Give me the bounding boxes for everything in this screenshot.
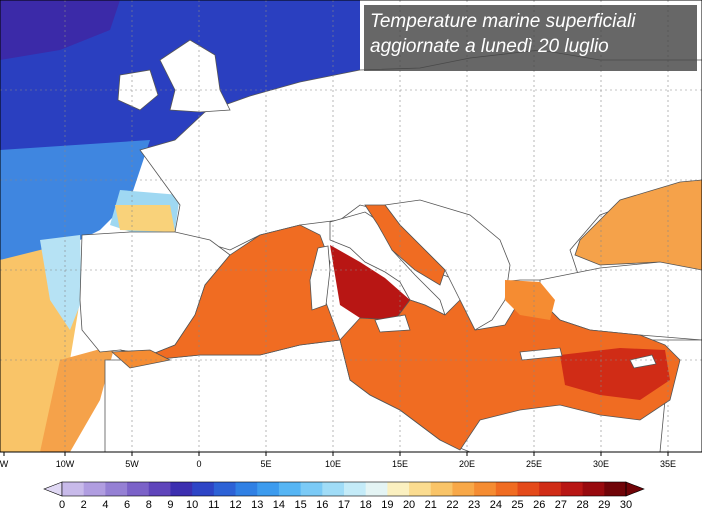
colorbar-label: 30: [620, 499, 632, 511]
biscay-warm: [115, 205, 175, 232]
colorbar-swatch: [495, 482, 518, 496]
longitude-label: 25E: [526, 459, 542, 469]
colorbar-label: 8: [146, 499, 152, 511]
colorbar-swatch: [604, 482, 627, 496]
colorbar-label: 25: [511, 499, 523, 511]
colorbar-label: 23: [468, 499, 480, 511]
title-box: Temperature marine superficiali aggiorna…: [364, 5, 697, 71]
great-britain-land: [159, 39, 231, 113]
longitude-label: 5E: [260, 459, 271, 469]
colorbar-swatch: [560, 482, 584, 496]
colorbar-swatch: [474, 482, 497, 496]
colorbar-label: 9: [167, 499, 173, 511]
longitude-label: 15E: [392, 459, 408, 469]
temperature-colorbar: 0 2 4 6 8 9 10 11 12 13 14 15 16 17 18 19 20 21 22 23 24 25 26…: [43, 481, 645, 511]
western-mediterranean: [119, 224, 341, 361]
colorbar-swatch: [62, 482, 85, 496]
longitude-label: 10W: [56, 459, 75, 469]
colorbar-label: 17: [338, 499, 350, 511]
colorbar-label: 2: [81, 499, 87, 511]
colorbar-label: 4: [102, 499, 108, 511]
colorbar-label: 26: [533, 499, 545, 511]
sicily: [374, 314, 411, 333]
colorbar-label: 13: [251, 499, 263, 511]
central-mediterranean: [339, 299, 681, 451]
colorbar-swatch: [235, 482, 258, 496]
colorbar-label: 15: [294, 499, 306, 511]
colorbar-label: 24: [490, 499, 502, 511]
crete: [519, 347, 563, 361]
longitude-label: 5W: [125, 459, 139, 469]
atlantic-iberia-coast: [40, 235, 82, 330]
longitude-label: 30E: [593, 459, 609, 469]
colorbar-swatch: [105, 482, 128, 496]
colorbar-swatch: [170, 482, 193, 496]
colorbar-swatch: [300, 482, 323, 496]
colorbar-label: 14: [273, 499, 285, 511]
morocco-coast-warm: [40, 345, 115, 452]
colorbar-swatch: [344, 482, 367, 496]
ireland-land: [117, 69, 159, 111]
colorbar-label: 19: [381, 499, 393, 511]
colorbar-swatch: [278, 482, 302, 496]
atlantic-deep-cold: [0, 0, 120, 60]
colorbar-swatch: [213, 482, 236, 496]
colorbar-label: 18: [360, 499, 372, 511]
colorbar-label: 6: [124, 499, 130, 511]
sardinia-corsica: [309, 245, 331, 311]
colorbar-swatch: [539, 482, 562, 496]
colorbar-swatch: [430, 482, 453, 496]
colorbar-label: 28: [576, 499, 588, 511]
adriatic-sea: [364, 204, 446, 286]
colorbar-label: 22: [446, 499, 458, 511]
colorbar-swatch: [322, 482, 345, 496]
colorbar-min-arrow: [43, 481, 63, 497]
colorbar-swatch: [387, 482, 410, 496]
longitude-label: 10E: [325, 459, 341, 469]
title-line-1: Temperature marine superficiali: [370, 11, 636, 32]
colorbar-label: 12: [229, 499, 241, 511]
colorbar-label: 29: [598, 499, 610, 511]
colorbar-label: 21: [425, 499, 437, 511]
colorbar-swatch: [257, 482, 280, 496]
colorbar-swatch: [517, 482, 540, 496]
aegean-sea: [505, 280, 555, 320]
colorbar-swatch: [127, 482, 150, 496]
colorbar-label: 16: [316, 499, 328, 511]
colorbar-swatch: [452, 482, 475, 496]
graticule: [0, 0, 702, 452]
title-line-2: aggiornate a lunedì 20 luglio: [370, 36, 609, 57]
longitude-label: 35E: [660, 459, 676, 469]
colorbar-label: 11: [208, 499, 219, 511]
colorbar-border: [61, 481, 627, 497]
colorbar-swatch: [582, 482, 605, 496]
longitude-label: 0: [196, 459, 201, 469]
colorbar-label: 0: [59, 499, 65, 511]
tyrrhenian-sea: [330, 245, 410, 320]
colorbar-swatch: [192, 482, 215, 496]
colorbar-swatch: [148, 482, 171, 496]
map-frame: [0, 0, 702, 453]
colorbar-swatch: [409, 482, 432, 496]
longitude-axis: W 10W 5W 0 5E 10E 15E 20E 25E 30E 35E: [0, 452, 676, 469]
colorbar-swatch: [365, 482, 388, 496]
longitude-label: 20E: [459, 459, 475, 469]
colorbar-max-arrow: [625, 481, 645, 497]
cyprus: [629, 354, 657, 369]
colorbar-label: 27: [555, 499, 567, 511]
black-sea: [574, 179, 702, 271]
atlantic-mid: [0, 140, 150, 260]
colorbar-label: 20: [403, 499, 415, 511]
europe-land: [139, 49, 702, 286]
longitude-label: W: [0, 459, 9, 469]
colorbar-label: 10: [186, 499, 198, 511]
colorbar-swatch: [83, 482, 106, 496]
